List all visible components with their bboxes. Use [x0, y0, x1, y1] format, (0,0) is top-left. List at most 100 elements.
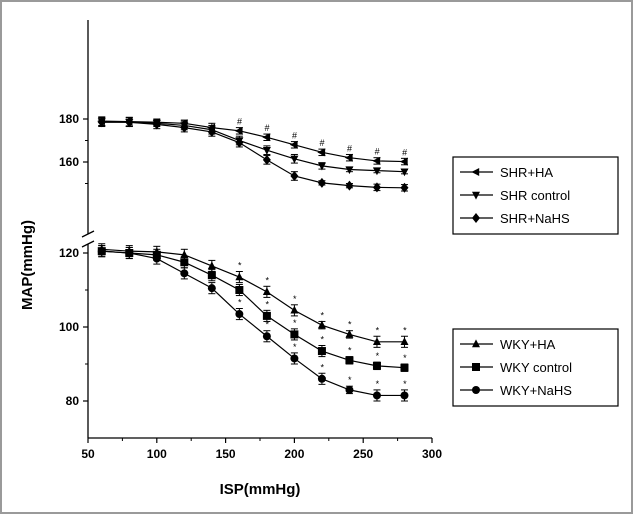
series-shr-control [97, 116, 409, 177]
legend-wky: WKY+HA WKY control WKY+NaHS [452, 328, 619, 407]
data-point [152, 119, 161, 130]
series-line [101, 248, 405, 343]
data-point [372, 391, 381, 400]
data-point [262, 146, 271, 155]
legend-entry: WKY+NaHS [460, 383, 572, 398]
axis-break-mark [81, 230, 95, 238]
data-point [290, 170, 299, 181]
data-point [345, 329, 354, 338]
data-point [235, 286, 244, 294]
legend-marker [472, 213, 480, 223]
significance-mark: * [320, 335, 324, 345]
data-point [372, 361, 381, 370]
data-point [345, 180, 354, 191]
y-tick-label: 180 [59, 112, 79, 126]
significance-mark: # [319, 138, 325, 148]
data-point [400, 391, 409, 400]
series-wky-control: * * * * * * * [97, 245, 409, 372]
data-point [317, 177, 326, 188]
data-point [262, 311, 271, 320]
data-point [372, 167, 381, 176]
series-shr-nahs [97, 117, 409, 193]
significance-mark: * [293, 318, 297, 328]
significance-mark: # [402, 147, 408, 157]
data-point [180, 250, 189, 259]
data-point [180, 269, 189, 278]
significance-mark: * [348, 320, 352, 330]
significance-mark: # [374, 147, 380, 157]
significance-mark: * [403, 353, 407, 363]
data-point [262, 154, 271, 165]
data-point [97, 247, 106, 256]
data-point [372, 337, 381, 345]
data-point [234, 126, 243, 135]
data-point [317, 347, 326, 356]
series-line [101, 121, 405, 189]
series-line [101, 250, 405, 397]
series-wky-ha: * * * * * * * [97, 243, 409, 348]
axis-break-mark [81, 240, 95, 248]
significance-mark: * [238, 261, 242, 271]
data-point [345, 356, 354, 365]
legend-label: WKY+HA [500, 337, 556, 352]
legend-shr: SHR+HA SHR control SHR+NaHS [452, 156, 619, 235]
legend-label: SHR control [500, 188, 570, 203]
series-line [101, 120, 405, 163]
legend-label: WKY+NaHS [500, 383, 572, 398]
data-point [317, 162, 326, 171]
legend-marker [472, 363, 480, 371]
significance-mark: * [375, 379, 379, 389]
data-point [372, 156, 381, 165]
y-tick-label: 160 [59, 155, 79, 169]
y-tick-label: 120 [59, 246, 79, 260]
significance-mark: * [348, 346, 352, 356]
x-tick-label: 100 [147, 447, 167, 461]
data-point [290, 330, 299, 339]
legend-entry: SHR+HA [460, 165, 553, 180]
series-line [101, 250, 405, 369]
x-tick-label: 250 [353, 447, 373, 461]
data-point [125, 249, 134, 257]
significance-mark: # [264, 123, 270, 133]
data-point [97, 117, 106, 128]
data-point [372, 182, 381, 193]
significance-mark: * [293, 294, 297, 304]
legend-entry: SHR control [460, 188, 570, 203]
data-point [235, 310, 244, 319]
significance-mark: # [347, 143, 353, 153]
legend-entry: WKY control [460, 360, 572, 375]
data-point [262, 133, 271, 142]
legend-label: SHR+NaHS [500, 211, 570, 226]
data-point [400, 363, 409, 372]
data-point [344, 153, 353, 162]
legend-marker [472, 339, 480, 348]
significance-mark: * [265, 299, 269, 309]
data-point [290, 155, 299, 164]
data-point [207, 261, 216, 270]
significance-mark: * [238, 273, 242, 283]
significance-mark: * [265, 320, 269, 330]
significance-mark: # [292, 131, 298, 141]
data-point [207, 284, 216, 293]
y-axis-title: MAP(mmHg) [19, 220, 36, 310]
data-point [207, 126, 216, 137]
significance-mark: * [375, 351, 379, 361]
significance-mark: * [403, 379, 407, 389]
significance-mark: * [348, 375, 352, 385]
data-point [317, 320, 326, 329]
x-tick-label: 150 [216, 447, 236, 461]
legend-entry: SHR+NaHS [460, 211, 570, 226]
data-point [262, 332, 271, 341]
data-point [317, 148, 326, 157]
significance-mark: * [293, 342, 297, 352]
significance-mark: * [320, 362, 324, 372]
x-axis-title: ISP(mmHg) [220, 481, 301, 498]
y-tick-label: 100 [59, 320, 79, 334]
significance-mark: * [375, 325, 379, 335]
series-line [101, 120, 405, 173]
significance-mark: * [403, 325, 407, 335]
data-point [345, 385, 354, 394]
series-wky-nahs: * * * * * * * [97, 245, 409, 402]
data-point [235, 137, 244, 148]
